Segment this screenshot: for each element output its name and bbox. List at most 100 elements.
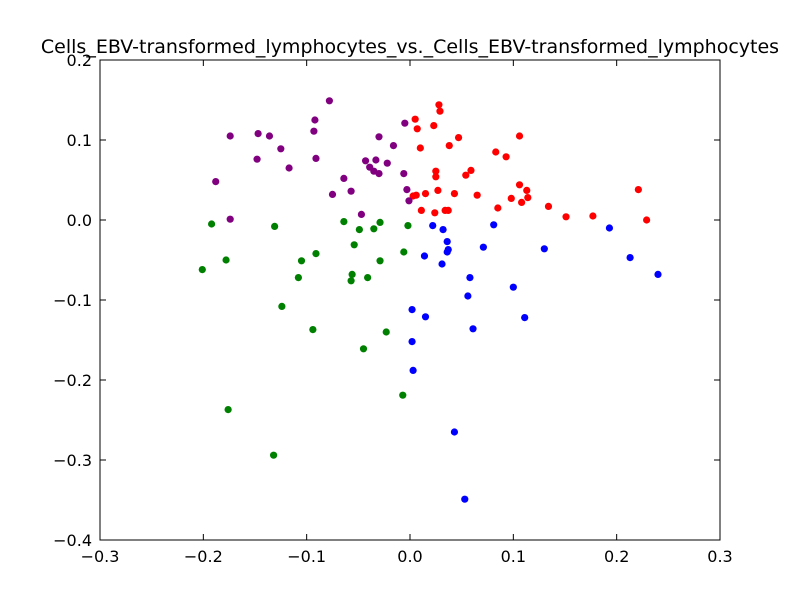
data-point [444, 206, 452, 214]
data-point [400, 248, 408, 256]
data-point [439, 226, 447, 234]
data-point [544, 202, 553, 210]
data-point [654, 270, 662, 278]
data-point [208, 220, 216, 228]
data-point [420, 252, 429, 260]
data-point [438, 260, 446, 268]
data-point [430, 122, 438, 130]
data-point [265, 132, 274, 140]
data-point [502, 153, 510, 161]
data-point [403, 186, 411, 194]
data-point [383, 159, 391, 167]
data-point [626, 254, 634, 262]
data-point [540, 245, 548, 253]
data-point [436, 107, 444, 115]
data-point [435, 101, 443, 109]
data-point [521, 314, 529, 322]
data-point [309, 326, 317, 334]
y-tick-label: 0.1 [67, 131, 92, 150]
data-point [443, 248, 451, 256]
y-tick-label: −0.3 [53, 451, 92, 470]
data-point [450, 190, 459, 198]
x-tick-label: −0.1 [287, 547, 326, 566]
data-point [429, 222, 437, 230]
y-tick-label: 0.2 [67, 51, 92, 70]
data-point [524, 194, 532, 202]
data-point [462, 171, 470, 179]
data-point [285, 164, 293, 172]
x-tick-label: 0.0 [397, 547, 422, 566]
data-point [277, 145, 285, 153]
data-point [357, 210, 366, 218]
data-point [401, 119, 409, 127]
data-point [412, 191, 420, 199]
data-point [450, 428, 459, 436]
data-point [404, 222, 412, 230]
data-point [432, 173, 440, 181]
data-point [310, 127, 318, 135]
data-point [416, 144, 424, 152]
data-point [312, 154, 320, 162]
data-point [359, 345, 368, 353]
data-point [372, 156, 380, 164]
data-point [370, 225, 378, 233]
data-point [562, 213, 570, 221]
data-point [376, 218, 384, 226]
data-point [443, 238, 451, 246]
data-point [376, 257, 384, 265]
data-point [408, 306, 416, 314]
x-tick-label: 0.1 [501, 547, 526, 566]
data-point [445, 142, 453, 150]
data-point [643, 216, 651, 224]
y-tick-label: −0.1 [53, 291, 92, 310]
data-point [224, 406, 232, 414]
data-point [467, 166, 475, 174]
data-point [400, 170, 408, 178]
data-point [297, 257, 306, 265]
data-point [382, 328, 390, 336]
y-tick-label: −0.4 [53, 531, 92, 550]
data-point [490, 221, 498, 229]
data-point [222, 256, 230, 264]
data-point [479, 243, 487, 251]
data-point [278, 302, 286, 310]
chart-title: Cells_EBV-transformed_lymphocytes_vs._Ce… [41, 36, 779, 58]
data-point [454, 134, 463, 142]
data-point [340, 174, 348, 182]
data-point [226, 215, 234, 223]
data-point [399, 391, 407, 399]
data-point [411, 115, 419, 123]
data-point [434, 186, 442, 194]
data-point [464, 292, 472, 300]
data-point [413, 125, 421, 133]
x-tick-label: −0.3 [81, 547, 120, 566]
x-tick-label: 0.3 [707, 547, 732, 566]
data-point [350, 241, 358, 249]
y-tick-label: −0.2 [53, 371, 92, 390]
data-point [473, 191, 481, 199]
data-point [492, 148, 500, 156]
data-point [589, 212, 597, 220]
data-point [294, 274, 302, 282]
data-point [431, 209, 439, 217]
data-point [409, 366, 417, 374]
data-point [605, 224, 614, 232]
data-point [312, 250, 320, 258]
data-point [198, 266, 206, 274]
data-point [347, 277, 355, 285]
data-point [212, 178, 220, 186]
data-point [348, 270, 356, 278]
data-point [375, 170, 383, 178]
x-tick-label: −0.2 [184, 547, 223, 566]
data-point [432, 167, 440, 175]
data-point [523, 186, 531, 194]
data-point [375, 133, 383, 141]
data-point [361, 157, 370, 165]
data-point [253, 155, 261, 163]
data-point [347, 187, 355, 195]
plot-area-frame [99, 59, 721, 541]
data-point [254, 130, 262, 138]
data-point [494, 204, 502, 212]
